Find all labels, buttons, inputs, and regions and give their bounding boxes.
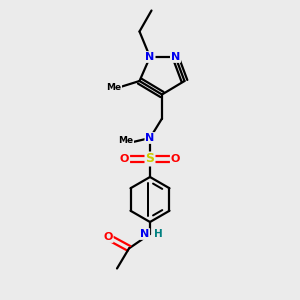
Text: O: O: [120, 154, 129, 164]
Text: O: O: [171, 154, 180, 164]
Text: N: N: [171, 52, 180, 62]
Text: O: O: [103, 232, 113, 242]
Text: N: N: [140, 229, 149, 239]
Text: Me: Me: [118, 136, 134, 145]
Text: Me: Me: [106, 82, 122, 91]
Text: N: N: [146, 52, 154, 62]
Text: H: H: [154, 229, 163, 239]
Text: N: N: [146, 133, 154, 143]
Text: S: S: [146, 152, 154, 166]
